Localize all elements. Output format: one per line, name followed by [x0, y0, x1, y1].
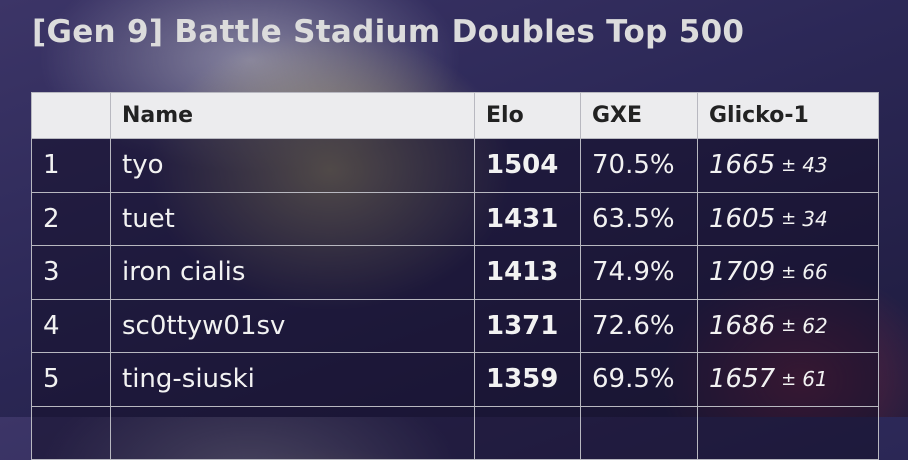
plus-minus: ± — [781, 315, 796, 336]
rank-cell: 5 — [31, 352, 111, 407]
glicko-rating: 1709 — [709, 257, 775, 287]
glicko-rating: 1605 — [709, 204, 775, 234]
gxe-cell: 69.5% — [580, 352, 698, 407]
header-cell: Name — [110, 92, 475, 139]
elo: 1431 — [486, 204, 558, 234]
glicko-deviation: 61 — [802, 367, 827, 391]
rank: 4 — [43, 311, 60, 341]
player-name: sc0ttyw01sv — [122, 311, 285, 341]
screen: [Gen 9] Battle Stadium Doubles Top 500 N… — [0, 0, 908, 417]
elo-cell: 1413 — [474, 245, 581, 300]
glicko-rating: 1657 — [709, 364, 775, 394]
rank: 1 — [43, 150, 60, 180]
partial-cell — [110, 406, 475, 460]
gxe: 63.5% — [592, 204, 675, 234]
glicko-cell: 1657 ±61 — [697, 352, 879, 407]
plus-minus: ± — [781, 155, 796, 176]
header-cell: GXE — [580, 92, 698, 139]
glicko-deviation: 66 — [802, 260, 827, 284]
elo-cell: 1431 — [474, 192, 581, 247]
elo: 1371 — [486, 311, 558, 341]
partial-cell — [580, 406, 698, 460]
rank-cell: 4 — [31, 299, 111, 354]
rank-cell: 3 — [31, 245, 111, 300]
elo-cell: 1359 — [474, 352, 581, 407]
glicko-rating: 1686 — [709, 311, 775, 341]
header-label: Name — [122, 103, 193, 128]
header-cell: Elo — [474, 92, 581, 139]
rank: 5 — [43, 364, 60, 394]
gxe: 74.9% — [592, 257, 675, 287]
rank-cell: 2 — [31, 192, 111, 247]
elo-cell: 1371 — [474, 299, 581, 354]
glicko-rating: 1665 — [709, 150, 775, 180]
elo: 1413 — [486, 257, 558, 287]
name-cell: sc0ttyw01sv — [110, 299, 475, 354]
glicko-cell: 1709 ±66 — [697, 245, 879, 300]
gxe-cell: 72.6% — [580, 299, 698, 354]
header-label: Elo — [486, 103, 524, 128]
name-cell: iron cialis — [110, 245, 475, 300]
plus-minus: ± — [781, 208, 796, 229]
page: {"title": "[Gen 9] Battle Stadium Double… — [0, 0, 908, 417]
header-label: GXE — [592, 103, 642, 128]
gxe: 69.5% — [592, 364, 675, 394]
elo-cell: 1504 — [474, 138, 581, 193]
header-cell: Glicko-1 — [697, 92, 879, 139]
glicko-cell: 1686 ±62 — [697, 299, 879, 354]
plus-minus: ± — [781, 262, 796, 283]
gxe: 70.5% — [592, 150, 675, 180]
rank: 2 — [43, 204, 60, 234]
elo: 1504 — [486, 150, 558, 180]
player-name: ting-siuski — [122, 364, 255, 394]
header-cell — [31, 92, 111, 139]
page-title: [Gen 9] Battle Stadium Doubles Top 500 — [32, 14, 744, 50]
player-name: iron cialis — [122, 257, 245, 287]
gxe-cell: 63.5% — [580, 192, 698, 247]
partial-cell — [31, 406, 111, 460]
header-label: Glicko-1 — [709, 103, 809, 128]
plus-minus: ± — [781, 369, 796, 390]
gxe-cell: 74.9% — [580, 245, 698, 300]
rank-cell: 1 — [31, 138, 111, 193]
player-name: tuet — [122, 204, 175, 234]
name-cell: tuet — [110, 192, 475, 247]
glicko-cell: 1665 ±43 — [697, 138, 879, 193]
gxe-cell: 70.5% — [580, 138, 698, 193]
gxe: 72.6% — [592, 311, 675, 341]
elo: 1359 — [486, 364, 558, 394]
name-cell: tyo — [110, 138, 475, 193]
partial-cell — [697, 406, 879, 460]
glicko-cell: 1605 ±34 — [697, 192, 879, 247]
partial-cell — [474, 406, 581, 460]
player-name: tyo — [122, 150, 164, 180]
rank: 3 — [43, 257, 60, 287]
glicko-deviation: 34 — [802, 207, 827, 231]
name-cell: ting-siuski — [110, 352, 475, 407]
glicko-deviation: 43 — [802, 153, 827, 177]
glicko-deviation: 62 — [802, 314, 827, 338]
